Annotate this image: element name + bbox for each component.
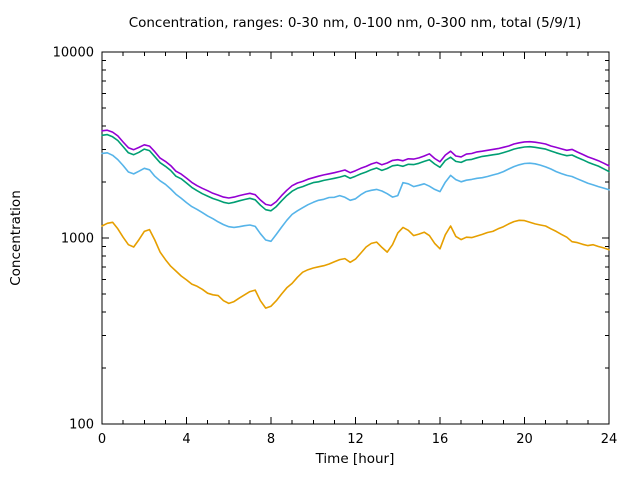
y-tick-label: 100 bbox=[69, 418, 94, 433]
x-tick-label: 20 bbox=[516, 432, 533, 447]
series-line-0-30-nm bbox=[101, 219, 610, 309]
plot-border bbox=[101, 51, 610, 425]
x-tick-label: 12 bbox=[347, 432, 364, 447]
series-line-0-100-nm bbox=[101, 152, 610, 243]
chart-title: Concentration, ranges: 0-30 nm, 0-100 nm… bbox=[129, 15, 582, 31]
plot-area: 0 4 8 12 16 20 24 100 1000 10000 bbox=[53, 46, 618, 448]
series-line-0-300-nm bbox=[101, 133, 610, 212]
x-tick-label: 16 bbox=[432, 432, 449, 447]
x-tick-label: 4 bbox=[182, 432, 190, 447]
series-line-total bbox=[101, 129, 610, 207]
y-axis-label: Concentration bbox=[8, 190, 24, 286]
y-tick-label: 10000 bbox=[53, 46, 94, 61]
x-tick-label: 24 bbox=[601, 432, 618, 447]
x-tick-label: 0 bbox=[98, 432, 106, 447]
y-tick-label: 1000 bbox=[61, 232, 94, 247]
x-axis-label: Time [hour] bbox=[315, 451, 395, 467]
x-tick-label: 8 bbox=[267, 432, 275, 447]
